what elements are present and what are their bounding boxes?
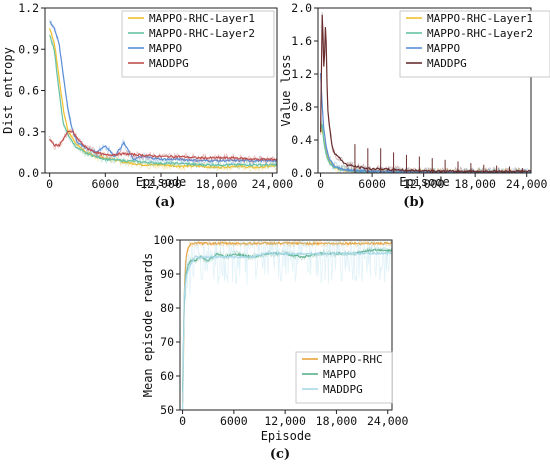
plot-area — [182, 240, 392, 410]
x-tick-label: 24,000 — [367, 414, 409, 428]
x-tick-label: 18,000 — [196, 177, 238, 191]
y-tick-label: 100 — [153, 233, 174, 247]
x-tick-label: 0 — [179, 414, 186, 428]
legend-label: MAPPO-RHC-Layer2 — [427, 27, 533, 40]
series-line-1 — [49, 34, 277, 167]
x-tick-label: 6000 — [91, 177, 119, 191]
x-tick-label: 12,000 — [140, 177, 182, 191]
x-tick-label: 12,000 — [403, 177, 445, 191]
x-tick-label: 6000 — [220, 414, 248, 428]
series-line-2 — [182, 251, 392, 410]
legend-box — [399, 10, 550, 78]
legend-label: MAPPO-RHC-Layer1 — [149, 12, 255, 25]
series-line-0 — [182, 241, 392, 403]
x-axis-label: Episode — [136, 175, 187, 189]
chart-panel-2: 0 6000 12,000 18,000 24,000 50 60 70 80 90 100 Epis… — [141, 233, 409, 462]
legend-label: MAPPO — [427, 42, 460, 55]
y-tick-label: 80 — [160, 301, 174, 315]
plot-frame — [317, 7, 532, 174]
legend-label: MAPPO — [149, 42, 182, 55]
x-tick-label: 0 — [46, 177, 53, 191]
legend-box — [121, 10, 275, 78]
y-tick-label: 90 — [160, 267, 174, 281]
plot-area — [49, 19, 277, 172]
panel-label: (a) — [155, 195, 176, 210]
y-tick-label: 0.4 — [291, 133, 312, 147]
y-tick-label: 0.0 — [291, 166, 312, 180]
y-tick-label: 50 — [160, 403, 174, 417]
x-axis-label: Episode — [261, 429, 312, 443]
y-tick-label: 0.0 — [18, 166, 39, 180]
x-tick-label: 18,000 — [454, 177, 496, 191]
legend-label: MAPPO-RHC-Layer1 — [427, 12, 533, 25]
legend-label: MADDPG — [427, 57, 467, 70]
series-line-3 — [49, 130, 277, 161]
x-tick-label: 24,000 — [506, 177, 548, 191]
x-tick-label: 24,000 — [252, 177, 294, 191]
y-axis-label: Value loss — [279, 54, 293, 126]
legend-label: MAPPO-RHC-Layer2 — [149, 27, 255, 40]
y-tick-label: 1.6 — [291, 34, 312, 48]
series-line-2 — [320, 73, 531, 173]
x-axis-label: Episode — [399, 175, 450, 189]
chart-panel-1: 0 6000 12,000 18,000 24,000 0.0 0.4 0.8 1.2 1.6 2.… — [279, 1, 550, 210]
y-tick-label: 0.6 — [18, 84, 39, 98]
series-noise-2 — [49, 19, 277, 166]
y-tick-label: 0.9 — [18, 42, 39, 56]
legend-box — [295, 351, 393, 404]
y-tick-label: 2.0 — [291, 1, 312, 15]
x-tick-label: 18,000 — [316, 414, 358, 428]
panel-label: (b) — [403, 195, 424, 210]
legend-label: MAPPO — [323, 368, 356, 381]
y-tick-label: 1.2 — [291, 67, 312, 81]
series-noise-3 — [49, 128, 277, 165]
panel-label: (c) — [270, 447, 290, 462]
x-tick-label: 6000 — [358, 177, 386, 191]
x-tick-label: 12,000 — [264, 414, 306, 428]
y-axis-label: Dist entropy — [1, 47, 15, 134]
plot-area — [320, 12, 531, 173]
series-noise-2 — [320, 74, 531, 173]
x-tick-label: 0 — [317, 177, 324, 191]
series-noise-0 — [49, 28, 277, 172]
y-tick-label: 60 — [160, 369, 174, 383]
legend-label: MADDPG — [149, 57, 189, 70]
plot-frame — [179, 239, 393, 411]
chart-panel-0: 0 6000 12,000 18,000 24,000 0.0 0.3 0.6 0.9 1.2 Ep… — [1, 1, 293, 210]
legend-label: MADDPG — [323, 383, 363, 396]
legend-label: MAPPO-RHC — [323, 353, 383, 366]
y-tick-label: 0.3 — [18, 125, 39, 139]
series-line-3 — [320, 14, 531, 173]
y-tick-label: 70 — [160, 335, 174, 349]
y-axis-label: Mean episode rewards — [141, 253, 155, 398]
y-tick-label: 0.8 — [291, 100, 312, 114]
y-tick-label: 1.2 — [18, 1, 39, 15]
